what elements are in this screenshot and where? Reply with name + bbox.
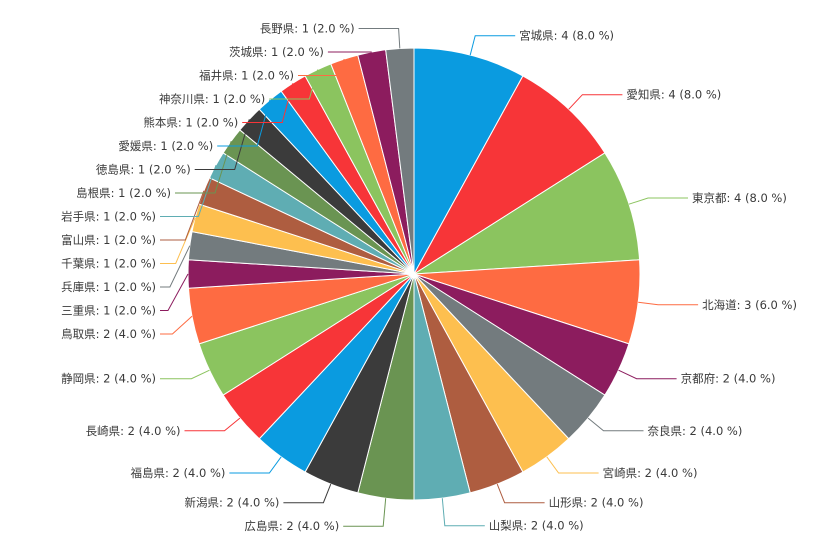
leader-line-2 (628, 197, 688, 205)
data-label-24: 神奈川県: 1 (2.0 %) (159, 92, 265, 106)
leader-line-3 (638, 301, 699, 306)
data-label-23: 熊本県: 1 (2.0 %) (143, 116, 238, 130)
data-label-2: 東京都: 4 (8.0 %) (692, 191, 787, 205)
data-label-18: 富山県: 1 (2.0 %) (61, 233, 156, 247)
data-labels: 宮城県: 4 (8.0 %) 愛知県: 4 (8.0 %) 東京都: 4 (8.0 … (61, 22, 797, 534)
pie-slice-27[interactable] (385, 47, 415, 275)
leader-line-5 (587, 417, 644, 432)
leader-line-6 (546, 456, 599, 474)
leader-line-20 (175, 141, 232, 194)
data-label-21: 徳島県: 1 (2.0 %) (96, 163, 191, 177)
leader-line-8 (441, 498, 485, 527)
data-label-14: 鳥取県: 2 (4.0 %) (61, 327, 156, 341)
leader-line-27 (358, 28, 401, 49)
leader-line-21 (194, 119, 250, 170)
data-label-11: 福島県: 2 (4.0 %) (131, 466, 226, 480)
leader-line-13 (160, 369, 210, 380)
data-label-17: 千葉県: 1 (2.0 %) (61, 257, 156, 271)
leader-line-15 (160, 273, 189, 311)
leader-line-1 (568, 94, 623, 110)
leader-line-23 (242, 83, 294, 123)
leader-line-17 (160, 217, 196, 264)
leader-line-24 (269, 69, 319, 100)
data-label-7: 山形県: 2 (4.0 %) (549, 496, 644, 510)
data-label-19: 岩手県: 1 (2.0 %) (61, 210, 156, 224)
data-label-8: 山梨県: 2 (4.0 %) (489, 519, 584, 533)
data-label-3: 北海道: 3 (6.0 %) (702, 298, 797, 312)
leader-line-9 (343, 498, 387, 527)
leader-line-18 (160, 190, 205, 241)
data-label-10: 新潟県: 2 (4.0 %) (185, 496, 280, 510)
leader-line-22 (217, 99, 271, 147)
leader-line-11 (229, 456, 282, 474)
leader-line-12 (184, 417, 241, 432)
data-label-20: 島根県: 1 (2.0 %) (76, 186, 171, 200)
data-label-6: 宮崎県: 2 (4.0 %) (603, 466, 698, 480)
data-label-5: 奈良県: 2 (4.0 %) (648, 424, 743, 438)
data-label-26: 茨城県: 1 (2.0 %) (229, 45, 324, 59)
leader-line-0 (469, 35, 516, 56)
data-label-0: 宮城県: 4 (8.0 %) (519, 29, 614, 43)
leader-line-25 (298, 58, 345, 76)
data-label-9: 広島県: 2 (4.0 %) (244, 519, 339, 533)
leader-line-14 (160, 315, 193, 335)
leader-line-7 (496, 483, 545, 504)
leader-line-10 (283, 483, 332, 504)
data-label-25: 福井県: 1 (2.0 %) (199, 69, 294, 83)
leader-line-4 (618, 369, 677, 380)
data-label-15: 三重県: 1 (2.0 %) (61, 304, 156, 318)
leader-lines (160, 28, 699, 527)
leader-line-16 (160, 245, 191, 288)
data-label-16: 兵庫県: 1 (2.0 %) (61, 280, 156, 294)
data-label-27: 長野県: 1 (2.0 %) (260, 22, 355, 36)
data-label-4: 京都府: 2 (4.0 %) (681, 372, 776, 386)
data-label-1: 愛知県: 4 (8.0 %) (626, 88, 721, 102)
data-label-22: 愛媛県: 1 (2.0 %) (118, 139, 213, 153)
data-label-12: 長崎県: 2 (4.0 %) (86, 424, 181, 438)
leader-line-19 (160, 164, 217, 217)
slices (187, 47, 641, 501)
data-label-13: 静岡県: 2 (4.0 %) (61, 372, 156, 386)
